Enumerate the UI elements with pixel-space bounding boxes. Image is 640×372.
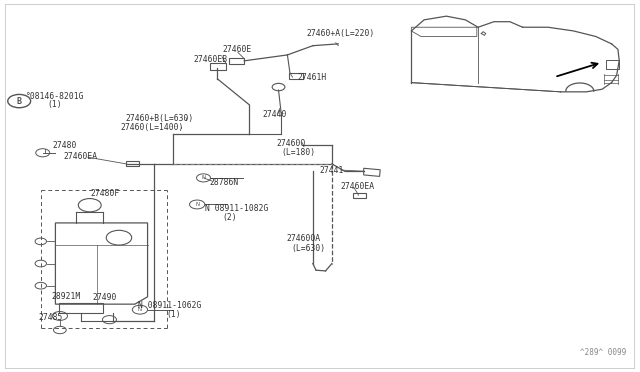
Text: 27461H: 27461H: [297, 73, 326, 82]
Text: N: N: [138, 307, 142, 312]
Text: 27460EB: 27460EB: [193, 55, 227, 64]
Text: 27460EA: 27460EA: [341, 182, 375, 191]
Bar: [289, 73, 303, 79]
Text: (2): (2): [223, 213, 237, 222]
Text: N 08911-1082G: N 08911-1082G: [205, 203, 268, 213]
Bar: [210, 63, 227, 70]
Text: 27460EA: 27460EA: [63, 152, 98, 161]
Text: 27460Q: 27460Q: [276, 139, 305, 148]
Text: °08146-8201G: °08146-8201G: [26, 92, 84, 101]
Text: 27440: 27440: [262, 109, 286, 119]
Text: 28786N: 28786N: [210, 178, 239, 187]
Text: 27460E: 27460E: [223, 45, 252, 54]
Bar: [353, 193, 365, 198]
Text: N: N: [202, 175, 205, 180]
Text: B: B: [17, 97, 22, 106]
Text: 27480: 27480: [52, 141, 77, 150]
Text: N: N: [195, 202, 199, 207]
Text: N 08911-1062G: N 08911-1062G: [138, 301, 202, 311]
Text: 27460+B(L=630): 27460+B(L=630): [125, 114, 193, 123]
Text: (1): (1): [47, 100, 62, 109]
Text: 27480F: 27480F: [90, 189, 120, 198]
Text: 28921M: 28921M: [51, 292, 80, 301]
Text: 27460OA: 27460OA: [286, 234, 320, 243]
Text: ^289^ 0099: ^289^ 0099: [580, 349, 626, 357]
Bar: [126, 161, 139, 166]
Text: 27460(L=1400): 27460(L=1400): [121, 123, 184, 132]
Bar: [229, 58, 244, 64]
Text: (L=180): (L=180): [281, 148, 315, 157]
Text: (1): (1): [166, 310, 181, 319]
Text: 27490: 27490: [92, 293, 116, 302]
Text: 27485: 27485: [38, 312, 63, 321]
Text: 27441: 27441: [319, 166, 344, 175]
Bar: [607, 61, 620, 68]
Text: (L=630): (L=630): [291, 244, 325, 253]
Text: 27460+A(L=220): 27460+A(L=220): [307, 29, 375, 38]
